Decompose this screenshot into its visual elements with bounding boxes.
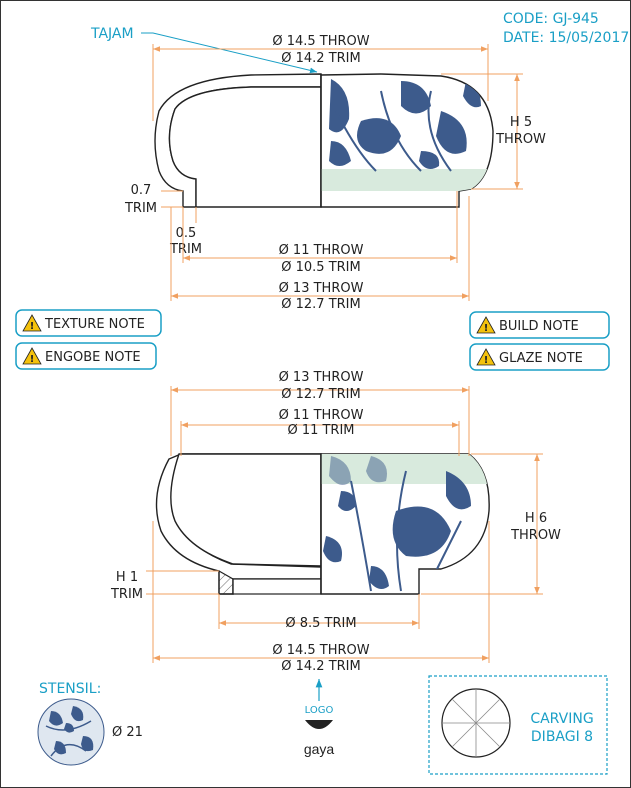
svg-text:!: ! — [30, 354, 35, 365]
bowl-max-diameter-trim: Ø 14.2 TRIM — [281, 659, 360, 674]
lid-foot-unit: TRIM — [169, 242, 202, 257]
lid-inner-diameter-throw: Ø 11 THROW — [279, 243, 364, 258]
engobe-note-button[interactable]: ! ENGOBE NOTE — [15, 342, 157, 370]
carving-division-icon — [441, 688, 511, 758]
bowl-inner-diameter-throw: Ø 11 THROW — [279, 408, 364, 423]
bowl-inner-left — [170, 453, 322, 567]
bowl-foot-height-value: H 1 — [116, 570, 138, 585]
drawing-code: CODE: GJ-945 — [503, 11, 599, 27]
texture-note-button[interactable]: ! TEXTURE NOTE — [15, 309, 162, 337]
bowl-height-unit: THROW — [510, 528, 561, 543]
lid-lip-value: 0.7 — [131, 183, 152, 198]
bowl-floral-pattern — [321, 454, 490, 592]
bowl-rim-diameter-trim: Ø 12.7 TRIM — [281, 387, 360, 402]
build-note-label: BUILD NOTE — [499, 319, 579, 334]
warning-icon — [22, 314, 42, 332]
lid-height-unit: THROW — [495, 132, 546, 147]
glaze-note-label: GLAZE NOTE — [499, 351, 583, 366]
bowl-rim-diameter-throw: Ø 13 THROW — [279, 370, 364, 385]
lid-foot-value: 0.5 — [176, 226, 197, 241]
warning-icon — [22, 347, 42, 365]
bowl-height-value: H 6 — [525, 511, 547, 526]
warning-icon — [476, 348, 496, 366]
warning-icon — [476, 316, 496, 334]
lid-inner-diameter-trim: Ø 10.5 TRIM — [281, 260, 360, 275]
top-diameter-trim: Ø 14.2 TRIM — [281, 51, 360, 66]
texture-note-label: TEXTURE NOTE — [44, 317, 145, 332]
bowl-foot-diameter: Ø 8.5 TRIM — [285, 616, 356, 631]
glaze-note-button[interactable]: ! GLAZE NOTE — [469, 343, 610, 371]
lid-floral-pattern — [321, 79, 493, 191]
lid-base-diameter-throw: Ø 13 THROW — [279, 281, 364, 296]
engobe-note-label: ENGOBE NOTE — [45, 350, 141, 365]
stensil-size: Ø 21 — [112, 725, 143, 740]
build-note-button[interactable]: ! BUILD NOTE — [469, 311, 610, 339]
bowl-foot-height-unit: TRIM — [110, 587, 143, 602]
top-diameter-throw: Ø 14.5 THROW — [272, 34, 369, 49]
lid-height-value: H 5 — [510, 115, 532, 130]
stensil-label: STENSIL: — [39, 681, 101, 697]
lid-base-diameter-trim: Ø 12.7 TRIM — [281, 297, 360, 312]
lid-inner-left — [168, 86, 322, 208]
drawing-date: DATE: 15/05/2017 — [503, 30, 629, 46]
svg-text:!: ! — [30, 321, 35, 332]
lid-lip-unit: TRIM — [124, 201, 157, 216]
carving-line-1: CARVING — [530, 711, 593, 727]
svg-text:!: ! — [484, 355, 489, 366]
logo-bowl-icon — [305, 720, 333, 729]
svg-text:!: ! — [484, 323, 489, 334]
tajam-label: TAJAM — [90, 26, 134, 42]
stensil-swatch — [37, 698, 105, 766]
bowl-foot-left — [232, 578, 322, 595]
brand-logo: gaya — [304, 741, 335, 757]
logo-label: LOGO — [305, 705, 334, 716]
carving-line-2: DIBAGI 8 — [531, 729, 593, 745]
carving-box: CARVING DIBAGI 8 — [428, 675, 608, 775]
bowl-max-diameter-throw: Ø 14.5 THROW — [272, 643, 369, 658]
bowl-inner-diameter-trim: Ø 11 TRIM — [287, 423, 354, 438]
